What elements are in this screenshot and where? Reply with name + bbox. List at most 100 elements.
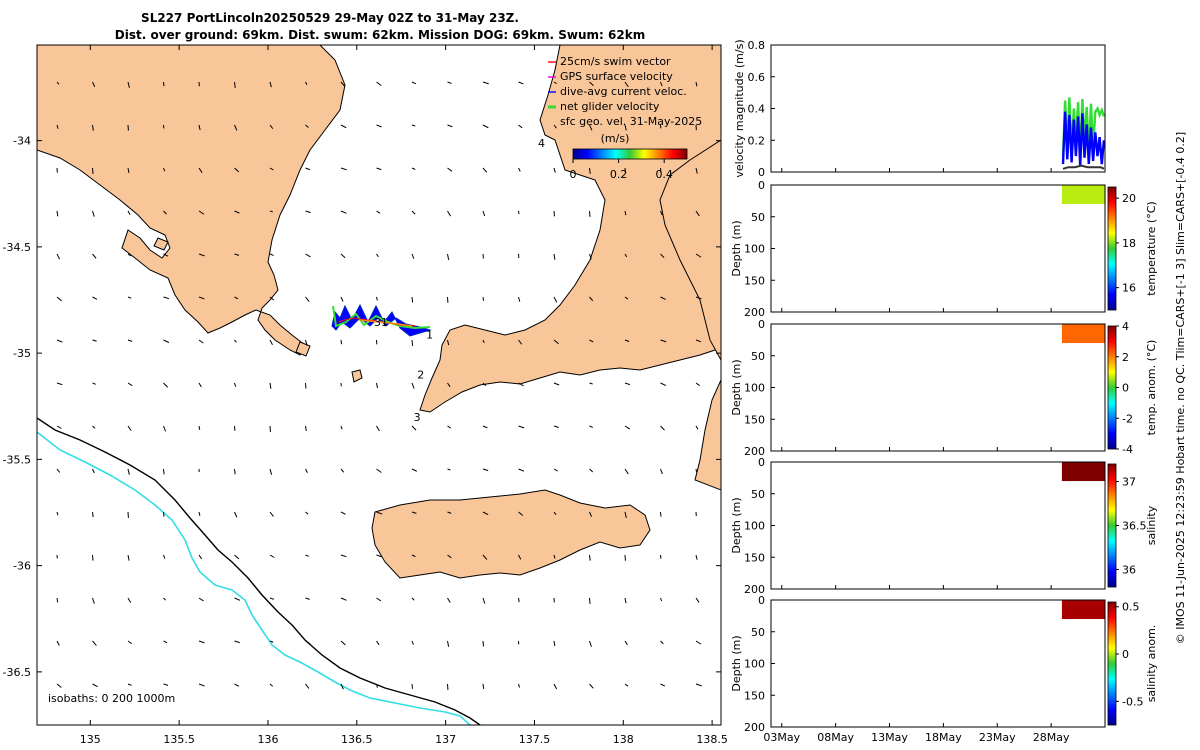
time-x-ticks: 03May 08May 13May 18May 23May 28May bbox=[763, 168, 1070, 744]
velocity-arrow bbox=[553, 425, 559, 428]
salinity-anomaly-panel-bg bbox=[771, 600, 1105, 727]
velocity-arrow bbox=[163, 425, 167, 432]
salinity-anomaly-colorbar bbox=[1107, 601, 1117, 726]
velocity-arrow bbox=[554, 727, 559, 731]
velocity-arrow bbox=[269, 253, 274, 256]
velocity-arrow bbox=[589, 425, 593, 428]
velocity-arrow bbox=[624, 597, 627, 604]
temp-anomaly-colorbar-tick-label: 0 bbox=[1122, 382, 1129, 395]
temp-anomaly-colorbar-tick-label: 4 bbox=[1122, 320, 1129, 333]
velocity-arrow bbox=[376, 554, 383, 558]
velocity-arrow bbox=[269, 382, 272, 389]
velocity-arrow bbox=[305, 210, 311, 214]
velocity-arrow bbox=[92, 124, 94, 131]
velocity-arrow bbox=[732, 426, 733, 431]
velocity-arrow bbox=[376, 640, 380, 646]
velocity-arrow bbox=[127, 640, 133, 645]
velocity-arrow bbox=[163, 167, 166, 172]
land-fleurieu-peninsula bbox=[694, 379, 721, 491]
velocity-arrow bbox=[376, 210, 381, 214]
temp-anomaly-ylabel: Depth (m) bbox=[730, 359, 743, 415]
map-frame bbox=[36, 44, 722, 726]
velocity-arrow bbox=[660, 296, 666, 300]
velocity-arrow bbox=[482, 511, 489, 516]
velocity-arrow bbox=[198, 253, 205, 257]
velocity-arrow bbox=[411, 296, 414, 303]
temperature-panel-bg bbox=[771, 185, 1105, 312]
velocity-arrow bbox=[198, 296, 205, 300]
velocity-arrow bbox=[56, 425, 62, 429]
velocity-arrow bbox=[305, 253, 311, 258]
temp-anomaly-colorbar-label: temp. anom. (°C) bbox=[1145, 340, 1158, 436]
velocity-arrow bbox=[340, 167, 347, 171]
velocity-arrow bbox=[56, 339, 63, 343]
velocity-arrow bbox=[624, 382, 631, 386]
legend-entry: GPS surface velocity bbox=[560, 70, 673, 83]
temp-anomaly-colorbar-tick-label: -4 bbox=[1122, 443, 1133, 456]
velocity-arrow bbox=[234, 683, 240, 687]
map-x-tick-label: 135.5 bbox=[163, 733, 195, 746]
velocity-arrow bbox=[482, 167, 488, 173]
map-x-ticks: 135 135.5 136 136.5 137 137.5 138 138.5 bbox=[80, 45, 728, 746]
time-x-tick-label: 13May bbox=[871, 731, 908, 744]
velocity-arrow bbox=[411, 167, 416, 170]
velocity-arrow bbox=[624, 296, 629, 300]
velocity-arrow bbox=[234, 167, 240, 173]
velocity-arrow bbox=[589, 640, 592, 647]
velocity-arrow bbox=[92, 425, 96, 429]
time-x-tick-label: 03May bbox=[763, 731, 800, 744]
velocity-arrow bbox=[447, 640, 450, 647]
velocity-arrow bbox=[695, 382, 700, 387]
velocity-arrow bbox=[92, 640, 97, 646]
velocity-arrow bbox=[553, 81, 557, 84]
velocity-arrow bbox=[56, 640, 60, 646]
velocity-arrow bbox=[732, 555, 735, 560]
velocity-arrow bbox=[660, 425, 665, 431]
velocity-arrow bbox=[695, 683, 702, 687]
velocity-arrow bbox=[732, 82, 733, 88]
salinity-colorbar-label: salinity bbox=[1145, 505, 1158, 545]
velocity-y-tick-label: 0.2 bbox=[748, 134, 766, 147]
velocity-arrow bbox=[447, 253, 450, 260]
velocity-arrow bbox=[234, 296, 239, 300]
temperature-colorbar-tick-label: 16 bbox=[1122, 282, 1136, 295]
velocity-arrow bbox=[518, 339, 523, 345]
temperature-colorbar-label: temperature (°C) bbox=[1145, 201, 1158, 295]
salinity-colorbar bbox=[1107, 463, 1117, 588]
velocity-arrow bbox=[732, 598, 736, 602]
salinity-colorbar-tick-label: 36.5 bbox=[1122, 520, 1147, 533]
temp-anomaly-y-tick-label: 0 bbox=[758, 318, 765, 331]
velocity-arrow bbox=[269, 296, 275, 301]
land-small-island-3 bbox=[153, 237, 169, 251]
footer-text: © IMOS 11-Jun-2025 12:23:59 Hobart time.… bbox=[1174, 132, 1187, 644]
velocity-arrow bbox=[376, 511, 383, 515]
velocity-arrow bbox=[695, 210, 700, 217]
velocity-arrow bbox=[695, 167, 698, 174]
velocity-arrow bbox=[198, 382, 202, 388]
isobath-200m bbox=[37, 417, 481, 725]
salinity-anomaly-y-tick-label: 50 bbox=[751, 626, 765, 639]
isobath-1000m bbox=[37, 431, 471, 725]
legend-entry: dive-avg current veloc. bbox=[560, 85, 687, 98]
velocity-arrow bbox=[660, 468, 663, 475]
velocity-arrow bbox=[589, 253, 592, 260]
velocity-arrow bbox=[269, 167, 274, 171]
velocity-arrow bbox=[660, 597, 663, 602]
colorbar-tick-label: 0.2 bbox=[610, 168, 628, 181]
colorbar-tick-label: 0.4 bbox=[655, 168, 673, 181]
velocity-arrow bbox=[269, 597, 275, 600]
temperature-y-tick-label: 0 bbox=[758, 179, 765, 192]
velocity-arrow bbox=[305, 425, 307, 432]
velocity-arrow bbox=[127, 425, 132, 431]
velocity-arrow bbox=[56, 468, 61, 473]
velocity-arrow bbox=[269, 339, 273, 345]
velocity-arrow bbox=[553, 296, 558, 303]
velocity-arrow bbox=[56, 210, 59, 217]
velocity-arrow bbox=[518, 167, 521, 172]
isobath-label: isobaths: 0 200 1000m bbox=[48, 692, 175, 705]
velocity-arrow bbox=[92, 296, 98, 300]
velocity-arrow bbox=[553, 339, 559, 345]
velocity-arrow bbox=[92, 339, 97, 342]
velocity-series-line bbox=[1062, 164, 1105, 170]
velocity-arrow bbox=[235, 727, 238, 730]
